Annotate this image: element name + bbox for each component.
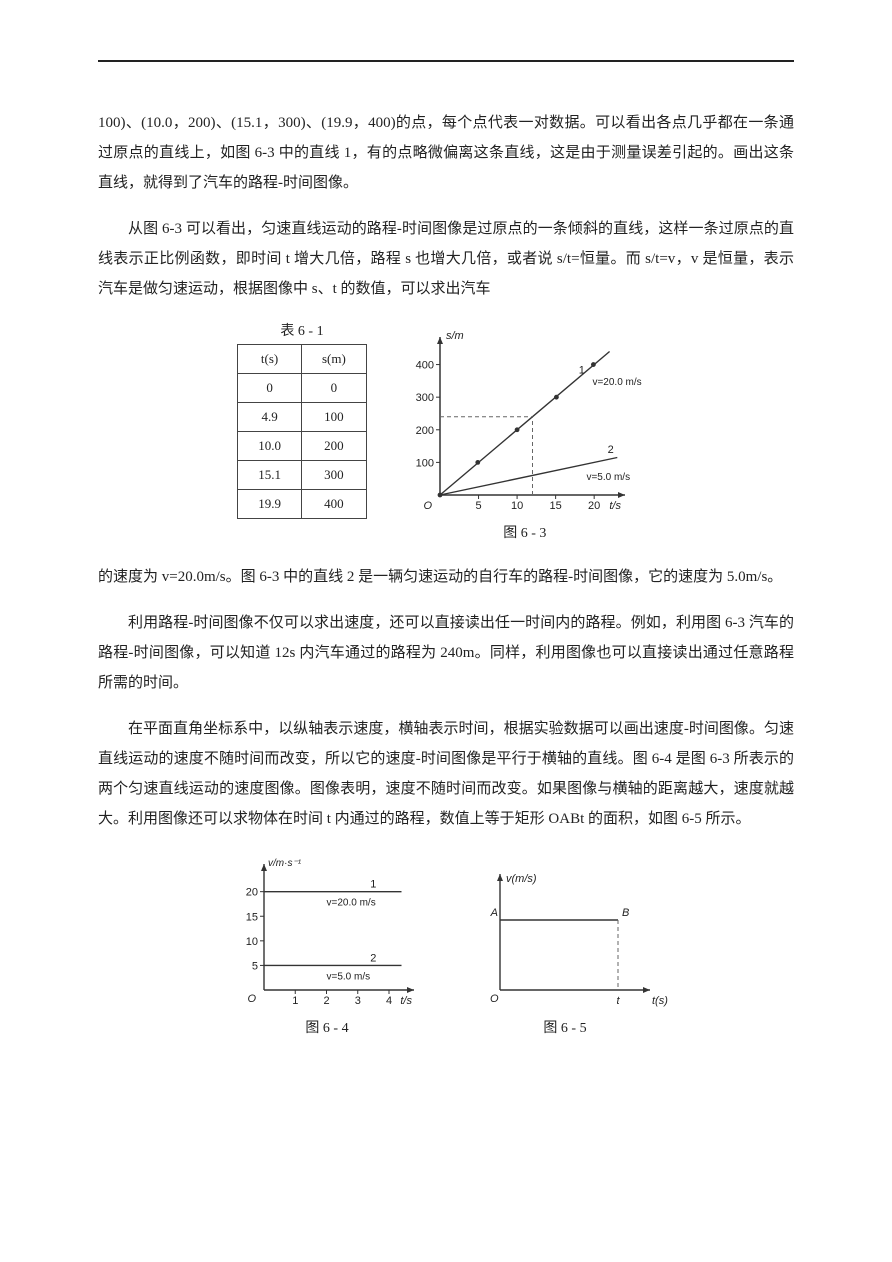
figure-6-3: 5 10 15 20 100 200 300 400 Os/m t/s 1 v=20.0 m/s 2 v=… <box>395 320 655 542</box>
table-row: 4.9100 <box>238 403 367 432</box>
svg-text:v=5.0 m/s: v=5.0 m/s <box>327 971 371 982</box>
svg-text:O: O <box>247 993 256 1005</box>
svg-text:200: 200 <box>415 425 433 437</box>
table-row: 00 <box>238 374 367 403</box>
svg-text:400: 400 <box>415 360 433 372</box>
svg-text:10: 10 <box>511 500 523 512</box>
svg-text:t/s: t/s <box>400 995 412 1007</box>
svg-text:v(m/s): v(m/s) <box>506 873 537 885</box>
figure-row-1: 表 6 - 1 t(s) s(m) 00 4.9100 10.0200 15.1… <box>98 320 794 542</box>
svg-text:10: 10 <box>246 936 258 948</box>
svg-text:1: 1 <box>579 365 585 377</box>
svg-text:1: 1 <box>370 879 376 891</box>
svg-text:t(s): t(s) <box>652 995 668 1007</box>
svg-text:v=5.0 m/s: v=5.0 m/s <box>586 472 630 483</box>
svg-text:1: 1 <box>292 995 298 1007</box>
svg-text:5: 5 <box>475 500 481 512</box>
col-header-s: s(m) <box>301 345 366 374</box>
svg-text:3: 3 <box>355 995 361 1007</box>
top-rule <box>98 60 794 62</box>
svg-text:2: 2 <box>370 952 376 964</box>
vt-chart-1: 1 2 3 4 5 10 15 20 Ov/m·s⁻¹ t/s 1 v=20.0 m/s 2 v=5.0 … <box>222 850 432 1015</box>
svg-text:s/m: s/m <box>446 330 464 342</box>
figure-6-3-caption: 图 6 - 3 <box>503 522 546 542</box>
vt-chart-2: v(m/s) t(s) O A Bt <box>460 850 670 1015</box>
svg-text:O: O <box>490 993 499 1005</box>
svg-text:t/s: t/s <box>609 500 621 512</box>
figure-row-2: 1 2 3 4 5 10 15 20 Ov/m·s⁻¹ t/s 1 v=20.0 m/s 2 v=5.0 … <box>98 850 794 1037</box>
figure-6-4-caption: 图 6 - 4 <box>305 1017 348 1037</box>
paragraph-5: 在平面直角坐标系中，以纵轴表示速度，横轴表示时间，根据实验数据可以画出速度-时间… <box>98 714 794 834</box>
svg-text:300: 300 <box>415 392 433 404</box>
figure-6-4: 1 2 3 4 5 10 15 20 Ov/m·s⁻¹ t/s 1 v=20.0 m/s 2 v=5.0 … <box>222 850 432 1037</box>
paragraph-3: 的速度为 v=20.0m/s。图 6-3 中的直线 2 是一辆匀速运动的自行车的… <box>98 562 794 592</box>
paragraph-2: 从图 6-3 可以看出，匀速直线运动的路程-时间图像是过原点的一条倾斜的直线，这… <box>98 214 794 304</box>
col-header-t: t(s) <box>238 345 302 374</box>
figure-6-5-caption: 图 6 - 5 <box>543 1017 586 1037</box>
data-table: t(s) s(m) 00 4.9100 10.0200 15.1300 19.9… <box>237 344 367 519</box>
st-chart: 5 10 15 20 100 200 300 400 Os/m t/s 1 v=20.0 m/s 2 v=… <box>395 320 655 520</box>
table-row: 10.0200 <box>238 432 367 461</box>
figure-6-5: v(m/s) t(s) O A Bt 图 6 - 5 <box>460 850 670 1037</box>
svg-text:2: 2 <box>323 995 329 1007</box>
svg-text:O: O <box>423 500 432 512</box>
paragraph-1: 100)、(10.0，200)、(15.1，300)、(19.9，400)的点，… <box>98 108 794 198</box>
table-row: 19.9400 <box>238 490 367 519</box>
svg-text:4: 4 <box>386 995 392 1007</box>
svg-text:15: 15 <box>549 500 561 512</box>
svg-text:2: 2 <box>607 444 613 456</box>
svg-text:v=20.0 m/s: v=20.0 m/s <box>592 377 641 388</box>
svg-text:t: t <box>616 995 620 1007</box>
svg-text:15: 15 <box>246 911 258 923</box>
paragraph-4: 利用路程-时间图像不仅可以求出速度，还可以直接读出任一时间内的路程。例如，利用图… <box>98 608 794 698</box>
svg-text:A: A <box>490 907 498 919</box>
table-title: 表 6 - 1 <box>237 320 367 340</box>
svg-text:B: B <box>622 907 629 919</box>
svg-text:100: 100 <box>415 457 433 469</box>
table-row: 15.1300 <box>238 461 367 490</box>
svg-text:v=20.0 m/s: v=20.0 m/s <box>327 898 376 909</box>
svg-text:20: 20 <box>246 887 258 899</box>
svg-text:v/m·s⁻¹: v/m·s⁻¹ <box>268 858 302 869</box>
svg-text:20: 20 <box>588 500 600 512</box>
svg-text:5: 5 <box>252 960 258 972</box>
table-6-1: 表 6 - 1 t(s) s(m) 00 4.9100 10.0200 15.1… <box>237 320 367 542</box>
